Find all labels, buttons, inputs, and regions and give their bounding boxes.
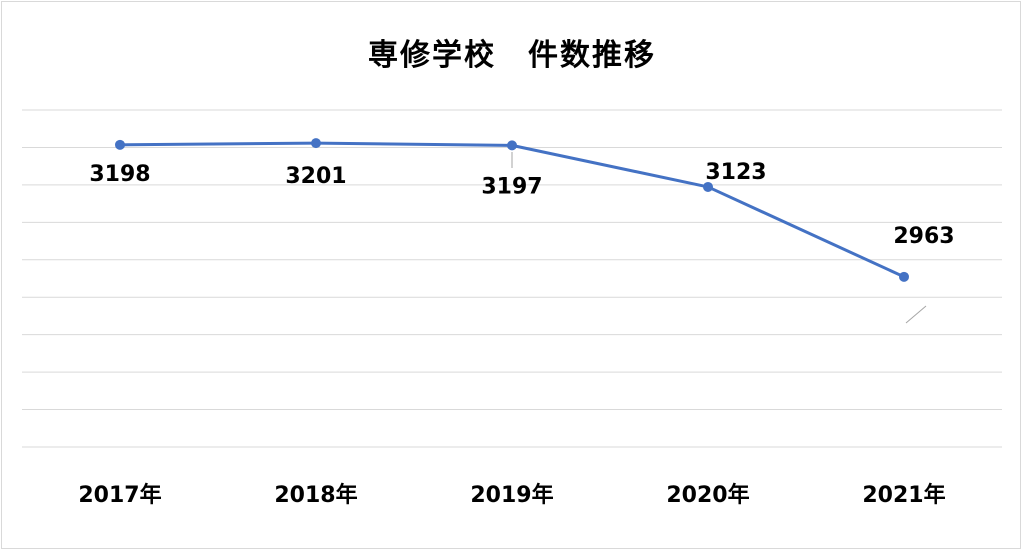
x-axis-labels: 2017年 2018年 2019年 2020年 2021年 xyxy=(78,482,945,508)
data-point xyxy=(115,139,125,150)
data-point xyxy=(899,271,909,282)
data-label: 3123 xyxy=(705,160,766,185)
data-point xyxy=(311,138,321,149)
x-tick-label: 2018年 xyxy=(274,482,357,508)
gridlines xyxy=(22,109,1002,448)
data-label: 3197 xyxy=(481,174,542,199)
data-point xyxy=(507,140,517,151)
x-tick-label: 2021年 xyxy=(862,482,945,508)
data-point xyxy=(703,181,713,192)
chart-title: 専修学校 件数推移 xyxy=(368,38,656,73)
x-tick-label: 2019年 xyxy=(470,482,553,508)
x-tick-label: 2017年 xyxy=(78,482,161,508)
data-label: 3198 xyxy=(89,162,150,187)
series-layer: 3198 3201 3197 3123 2963 xyxy=(89,138,955,324)
data-label-leader xyxy=(905,305,927,324)
data-label: 3201 xyxy=(285,164,346,189)
data-label: 2963 xyxy=(893,224,954,249)
x-tick-label: 2020年 xyxy=(666,482,749,508)
